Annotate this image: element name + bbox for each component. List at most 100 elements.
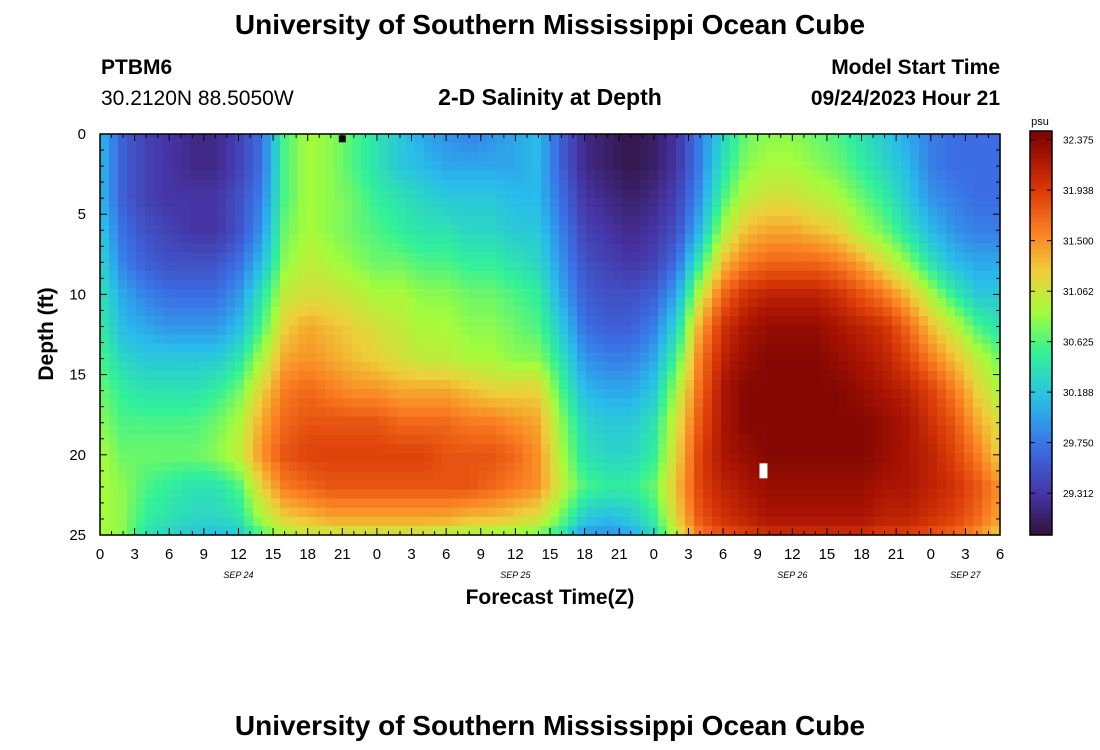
- heat-cell: [865, 462, 875, 472]
- heat-cell: [550, 425, 560, 436]
- heat-cell: [361, 170, 371, 181]
- heat-cell: [109, 425, 119, 436]
- heat-cell: [955, 197, 965, 208]
- heat-cell: [550, 407, 560, 418]
- heat-cell: [901, 179, 911, 190]
- heat-cell: [316, 334, 326, 345]
- heat-cell: [172, 170, 182, 181]
- heat-cell: [613, 188, 623, 199]
- heat-cell: [100, 279, 110, 290]
- heat-cell: [892, 234, 902, 244]
- heat-cell: [739, 279, 749, 290]
- heat-cell: [658, 462, 668, 472]
- heat-cell: [874, 434, 884, 445]
- heat-cell: [550, 279, 560, 290]
- heat-cell: [955, 216, 965, 226]
- x-tick-label: 6: [719, 546, 727, 563]
- heat-cell: [739, 489, 749, 500]
- heat-cell: [793, 389, 803, 399]
- heat-cell: [127, 325, 137, 336]
- heat-cell: [424, 234, 434, 244]
- heat-cell: [685, 216, 695, 226]
- heat-cell: [793, 471, 803, 481]
- heat-cell: [703, 279, 713, 290]
- heat-cell: [154, 389, 164, 399]
- heat-cell: [496, 179, 506, 190]
- heat-cell: [118, 361, 128, 372]
- heat-cell: [352, 380, 362, 390]
- heat-cell: [721, 134, 731, 144]
- heat-cell: [289, 288, 299, 299]
- heat-cell: [370, 407, 380, 418]
- heat-cell: [631, 416, 641, 427]
- heat-cell: [514, 298, 524, 308]
- heat-cell: [766, 452, 776, 463]
- heat-cell: [496, 343, 506, 354]
- heat-cell: [181, 261, 191, 272]
- heat-cell: [910, 152, 920, 162]
- heat-cell: [766, 443, 776, 454]
- heat-cell: [460, 489, 470, 500]
- heat-cell: [847, 170, 857, 181]
- heat-cell: [649, 307, 659, 317]
- heat-cell: [865, 216, 875, 226]
- heat-cell: [442, 170, 452, 181]
- heat-cell: [199, 416, 209, 427]
- heat-cell: [757, 507, 767, 518]
- heat-cell: [460, 316, 470, 326]
- heat-cell: [415, 243, 425, 254]
- heat-cell: [262, 434, 272, 445]
- heat-cell: [217, 434, 227, 445]
- heat-cell: [811, 471, 821, 481]
- heat-cell: [667, 452, 677, 463]
- heat-cell: [829, 471, 839, 481]
- heat-cell: [154, 279, 164, 290]
- heat-cell: [730, 434, 740, 445]
- heat-cell: [550, 516, 560, 527]
- heat-cell: [343, 206, 353, 217]
- heat-cell: [280, 288, 290, 299]
- heat-cell: [865, 152, 875, 162]
- heat-cell: [478, 452, 488, 463]
- heat-cell: [559, 206, 569, 217]
- heat-cell: [496, 434, 506, 445]
- heat-cell: [982, 252, 992, 263]
- heat-cell: [550, 307, 560, 317]
- heat-cell: [964, 288, 974, 299]
- heat-cell: [892, 489, 902, 500]
- heat-cell: [793, 134, 803, 144]
- heat-cell: [937, 170, 947, 181]
- heat-cell: [307, 361, 317, 372]
- heat-cell: [163, 216, 173, 226]
- heat-cell: [370, 161, 380, 172]
- heat-cell: [379, 288, 389, 299]
- heat-cell: [424, 197, 434, 208]
- heat-cell: [253, 443, 263, 454]
- heat-cell: [199, 443, 209, 454]
- heat-cell: [829, 143, 839, 153]
- heat-cell: [604, 197, 614, 208]
- heat-cell: [136, 188, 146, 199]
- heat-cell: [433, 279, 443, 290]
- marker: [759, 463, 768, 479]
- heat-cell: [802, 288, 812, 299]
- heat-cell: [271, 279, 281, 290]
- heat-cell: [613, 516, 623, 527]
- heat-cell: [964, 471, 974, 481]
- heat-cell: [361, 270, 371, 281]
- heat-cell: [361, 416, 371, 427]
- heat-cell: [946, 270, 956, 281]
- heat-cell: [496, 270, 506, 281]
- heat-cell: [658, 452, 668, 463]
- heat-cell: [775, 516, 785, 527]
- heat-cell: [955, 179, 965, 190]
- heat-cell: [874, 389, 884, 399]
- heat-cell: [784, 243, 794, 254]
- heat-cell: [271, 270, 281, 281]
- heat-cell: [820, 197, 830, 208]
- heat-cell: [487, 425, 497, 436]
- heat-cell: [163, 307, 173, 317]
- heat-cell: [433, 489, 443, 500]
- heat-cell: [676, 197, 686, 208]
- heat-cell: [190, 434, 200, 445]
